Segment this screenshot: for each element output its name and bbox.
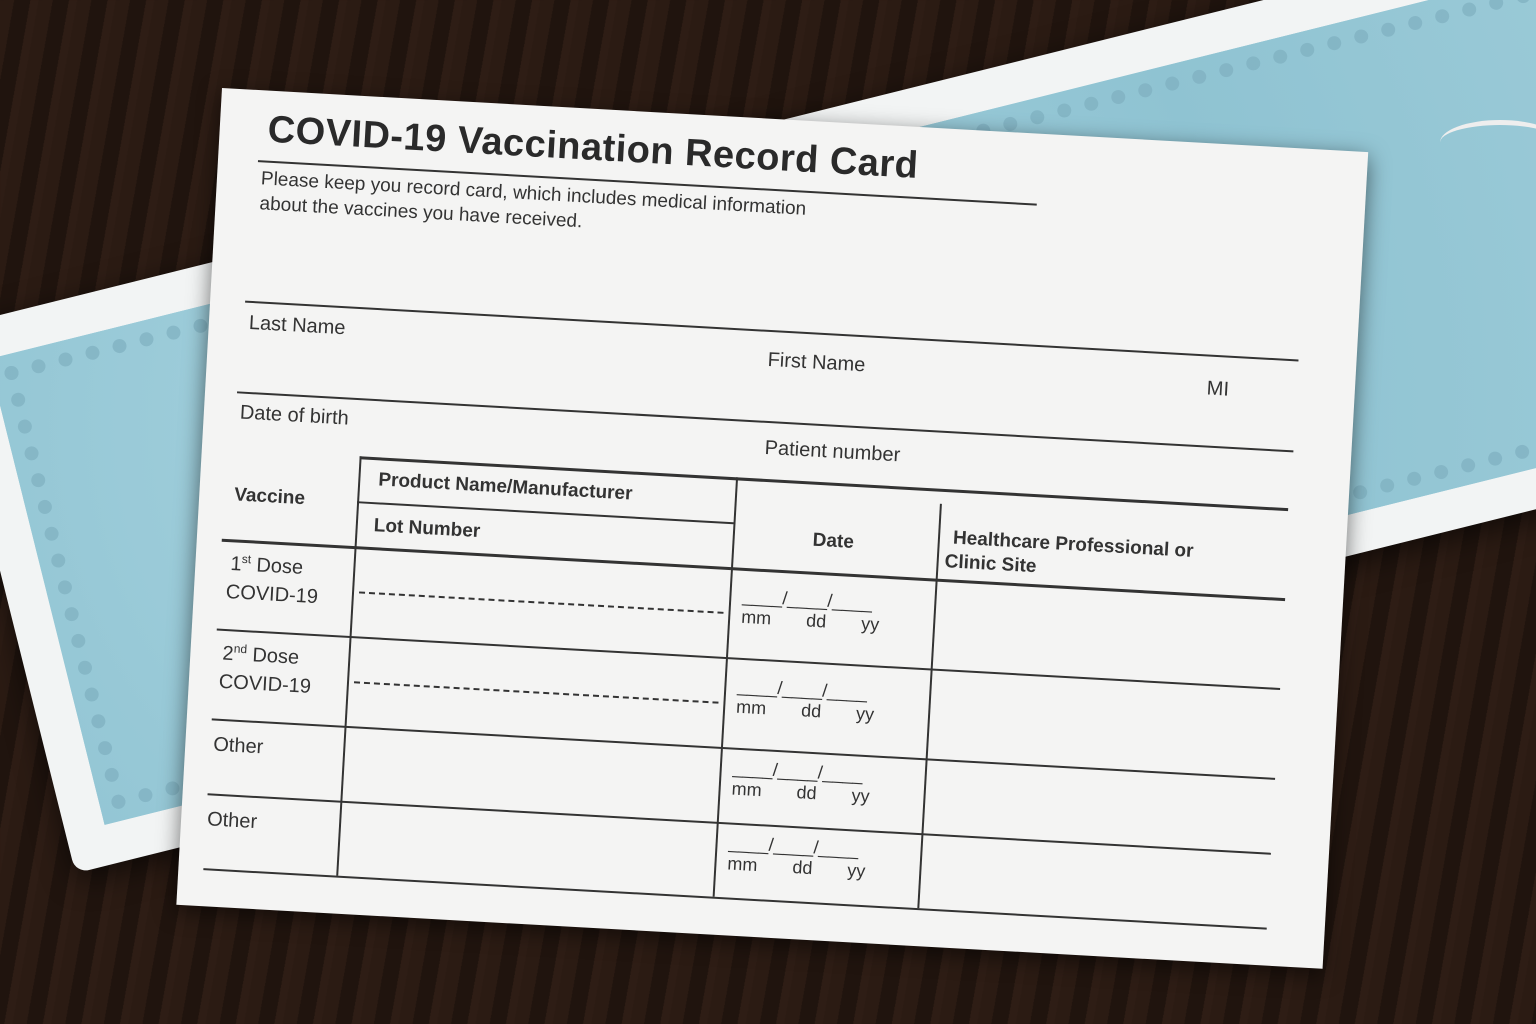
header-lot: Lot Number — [373, 515, 481, 543]
row-dose-2-vaccine: COVID-19 — [218, 670, 312, 698]
row-line — [203, 868, 1267, 930]
dose-number: 2 — [221, 642, 235, 666]
dose-suffix: st — [241, 551, 252, 567]
date-field-other-2[interactable]: ____/____/____ mm dd yy — [727, 832, 919, 885]
mm-label: mm — [735, 696, 767, 719]
dose-number: 1 — [229, 552, 243, 576]
dd-label: dd — [805, 610, 827, 632]
product-lot-divider — [358, 591, 724, 614]
mi-label: MI — [1206, 377, 1230, 401]
mm-label: mm — [740, 606, 772, 629]
dose-text: Dose — [255, 554, 304, 579]
date-field-dose-1[interactable]: ____/____/____ mm dd yy — [741, 586, 933, 639]
row-dose-1-vaccine: COVID-19 — [225, 581, 319, 609]
row-dose-1-label: 1st Dose — [230, 551, 304, 580]
mm-label: mm — [731, 778, 763, 801]
col-divider — [336, 456, 362, 876]
dd-label: dd — [796, 782, 818, 804]
row-dose-2-label: 2nd Dose — [222, 641, 300, 670]
yy-label: yy — [860, 613, 880, 635]
product-lot-divider — [353, 681, 719, 704]
yy-label: yy — [846, 860, 866, 882]
header-product: Product Name/Manufacturer — [377, 469, 634, 505]
mask-ear-loop — [1440, 120, 1536, 165]
mm-label: mm — [726, 853, 759, 876]
header-vaccine: Vaccine — [233, 484, 306, 510]
dose-suffix: nd — [233, 641, 248, 657]
row-other-1-label: Other — [212, 733, 264, 759]
dob-label: Date of birth — [239, 401, 350, 430]
yy-label: yy — [851, 785, 871, 807]
first-name-label: First Name — [767, 348, 866, 377]
last-name-label: Last Name — [248, 311, 347, 340]
dd-label: dd — [800, 700, 822, 722]
row-other-2-label: Other — [206, 808, 258, 834]
date-field-dose-2[interactable]: ____/____/____ mm dd yy — [736, 676, 928, 729]
patient-number-label: Patient number — [764, 436, 901, 467]
dd-label: dd — [791, 857, 813, 879]
vaccination-card: COVID-19 Vaccination Record Card Please … — [176, 88, 1369, 969]
header-date: Date — [812, 529, 855, 553]
header-hcp-2: Clinic Site — [944, 551, 1037, 578]
yy-label: yy — [855, 703, 875, 725]
date-field-other-1[interactable]: ____/____/____ mm dd yy — [731, 758, 923, 811]
dose-text: Dose — [251, 644, 300, 669]
